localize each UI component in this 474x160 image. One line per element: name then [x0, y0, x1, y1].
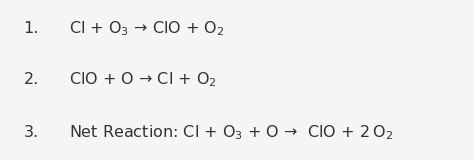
- Text: ClO + O → Cl + O$_2$: ClO + O → Cl + O$_2$: [69, 71, 217, 89]
- Text: Net Reaction: Cl + O$_3$ + O →  ClO + 2 O$_2$: Net Reaction: Cl + O$_3$ + O → ClO + 2 O…: [69, 124, 393, 142]
- Text: 3.: 3.: [24, 125, 39, 140]
- Text: Cl + O$_3$ → ClO + O$_2$: Cl + O$_3$ → ClO + O$_2$: [69, 20, 224, 38]
- Text: 2.: 2.: [24, 72, 39, 88]
- Text: 1.: 1.: [24, 21, 39, 36]
